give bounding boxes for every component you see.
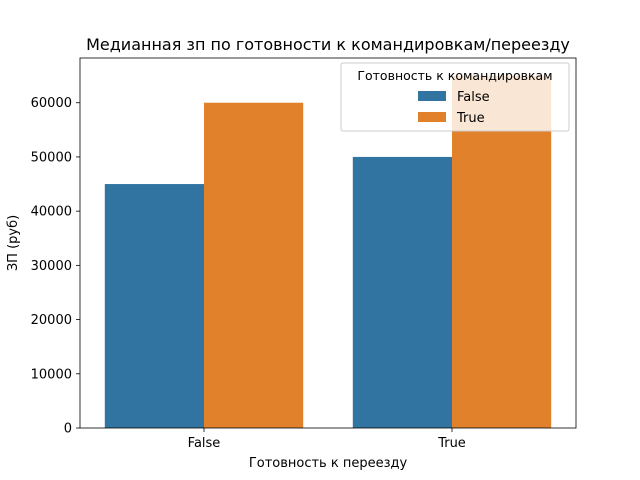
bar-false-false bbox=[104, 184, 204, 428]
y-tick-label: 0 bbox=[64, 422, 72, 437]
legend-label-true: True bbox=[456, 111, 485, 126]
legend-swatch-false bbox=[418, 91, 446, 101]
bar-true-false bbox=[204, 102, 304, 428]
y-axis-label: ЗП (руб) bbox=[6, 215, 21, 271]
legend: Готовность к командировкам False True bbox=[340, 62, 570, 132]
legend-swatch-true bbox=[418, 112, 446, 122]
bar-false-true bbox=[352, 156, 452, 428]
plot-frame bbox=[79, 57, 577, 429]
legend-box bbox=[340, 62, 570, 132]
y-tick-label: 50000 bbox=[31, 150, 72, 165]
bars-group bbox=[104, 75, 552, 428]
y-tick-label: 20000 bbox=[31, 313, 72, 328]
x-axis-label: Готовность к переезду bbox=[249, 456, 408, 471]
x-axis: False True bbox=[188, 428, 466, 451]
y-tick-label: 60000 bbox=[31, 96, 72, 111]
legend-items: False True bbox=[418, 90, 490, 126]
y-axis: 0 10000 20000 30000 40000 50000 60000 bbox=[31, 96, 80, 437]
chart-title: Медианная зп по готовности к командировк… bbox=[86, 35, 570, 54]
y-tick-label: 30000 bbox=[31, 259, 72, 274]
legend-title: Готовность к командировкам bbox=[357, 68, 552, 83]
legend-label-false: False bbox=[457, 90, 490, 105]
y-tick-label: 10000 bbox=[31, 367, 72, 382]
bar-true-true bbox=[452, 75, 552, 428]
y-tick-label: 40000 bbox=[31, 205, 72, 220]
x-tick-label: False bbox=[188, 436, 221, 451]
x-tick-label: True bbox=[437, 436, 466, 451]
